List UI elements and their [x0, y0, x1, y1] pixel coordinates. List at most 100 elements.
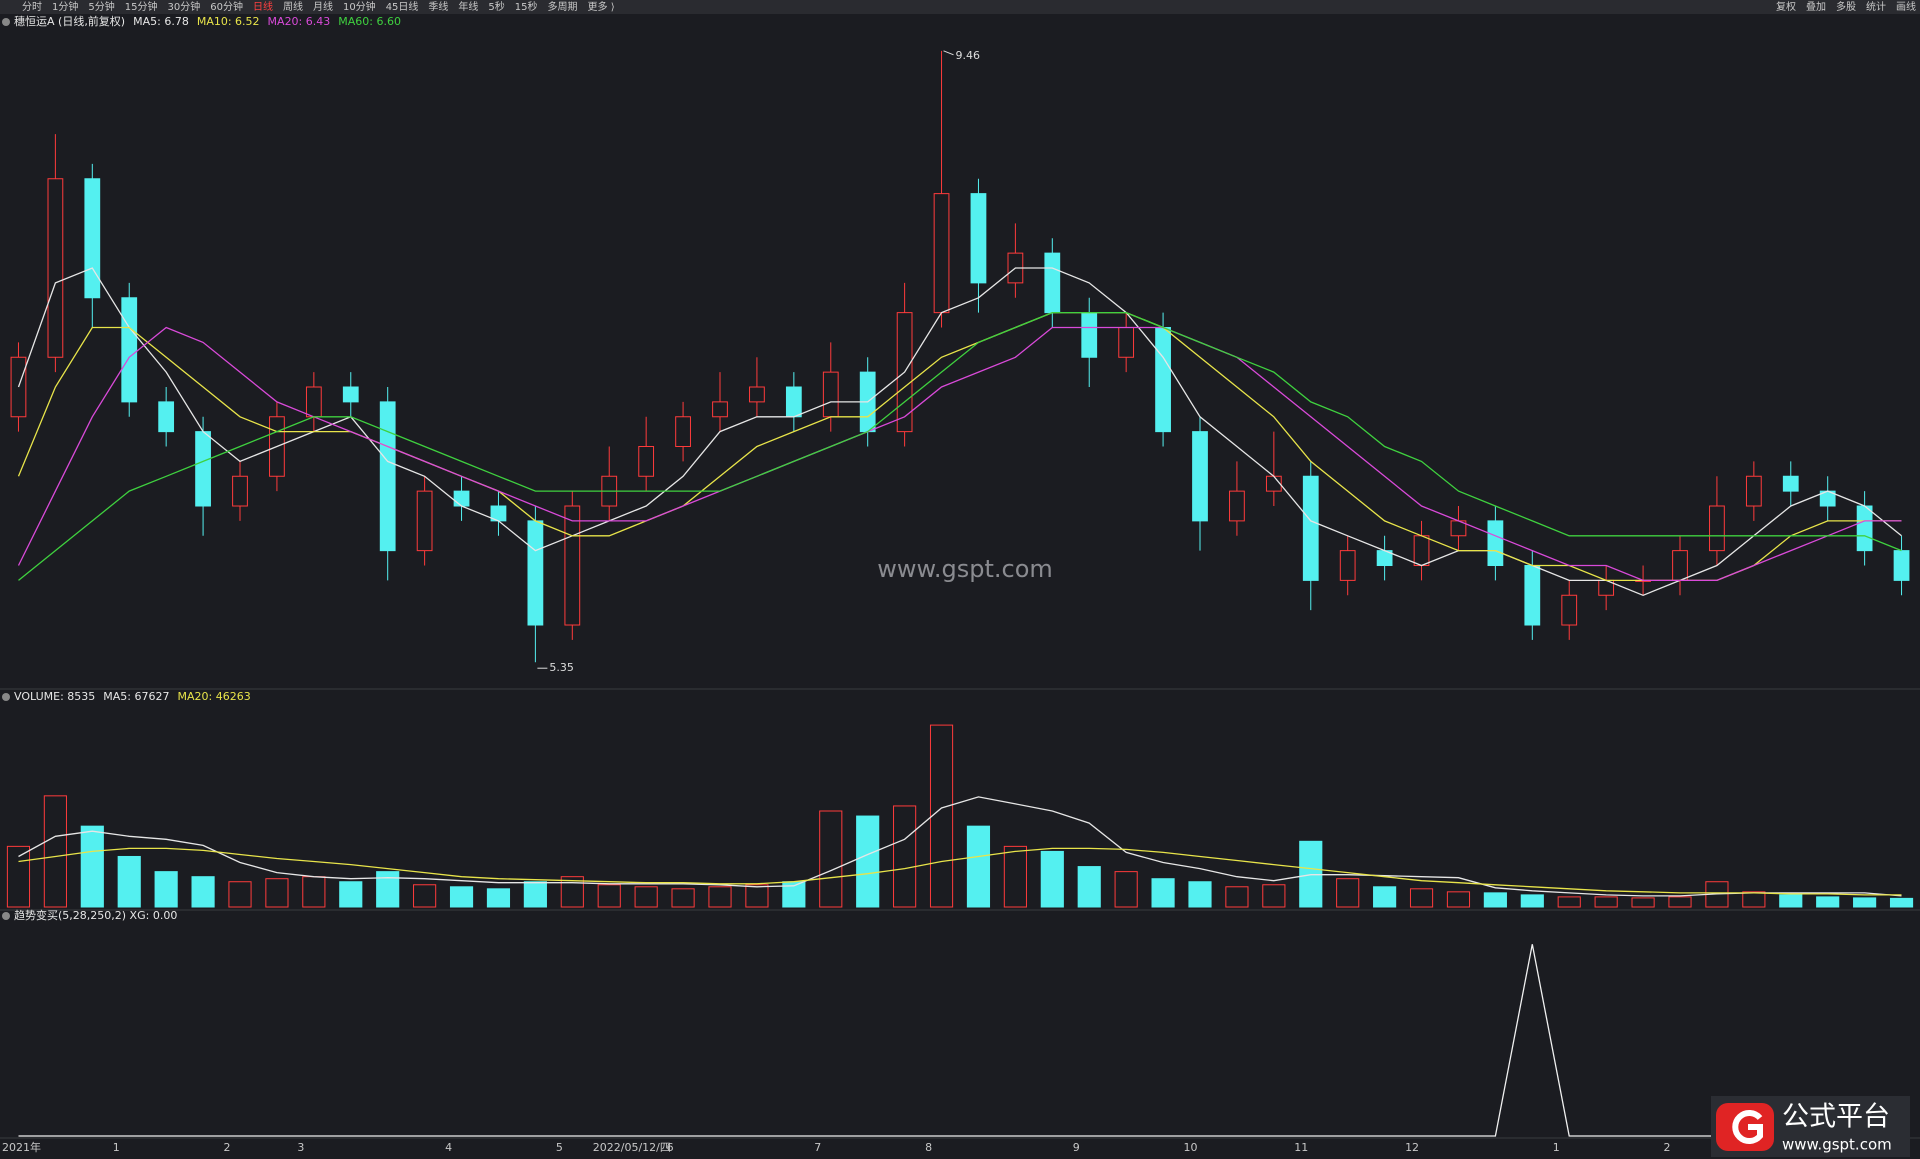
volume-bar [1483, 892, 1507, 908]
volume-bar [523, 881, 547, 908]
logo-glyph [1732, 1110, 1763, 1144]
candle-body [121, 297, 138, 403]
toolbar-item[interactable]: 年线 [458, 0, 478, 13]
toolbar-item[interactable]: 月线 [313, 0, 333, 13]
volume-bar [1446, 891, 1471, 908]
x-tick-label: 1 [1553, 1141, 1560, 1154]
candle-body [158, 401, 175, 433]
legend-entry: MA5: 6.78 [133, 15, 189, 28]
candle-body [822, 371, 839, 418]
volume-bar [1779, 894, 1803, 908]
volume-bar [1631, 897, 1655, 908]
toolbar-item[interactable]: 5分钟 [88, 0, 114, 13]
candle-body [1782, 475, 1799, 492]
toolbar-item[interactable]: 30分钟 [167, 0, 200, 13]
volume-bar [228, 881, 252, 908]
candle-body [1413, 535, 1430, 567]
candle-body [10, 356, 27, 418]
legend-entry: MA20: 6.43 [268, 15, 331, 28]
candle-body [1192, 431, 1208, 522]
toolbar-item[interactable]: 多股 [1836, 0, 1856, 13]
candle-body [416, 490, 433, 552]
x-tick-label: 8 [925, 1141, 932, 1154]
x-tick-label: 2 [1664, 1141, 1671, 1154]
toolbar-item[interactable]: 统计 [1866, 0, 1886, 13]
toolbar-item[interactable]: 5秒 [488, 0, 504, 13]
volume-bar [1262, 884, 1286, 908]
ma-line [17, 326, 1902, 582]
candle-body [84, 178, 101, 299]
candle-body [1487, 520, 1504, 567]
candle-body [1265, 475, 1282, 492]
volume-bar [1188, 881, 1212, 908]
volume-bar [1816, 896, 1840, 908]
toolbar-item[interactable]: 分时 [22, 1, 42, 13]
logo-icon [1716, 1103, 1774, 1151]
x-tick-label: 7 [814, 1141, 821, 1154]
toolbar-item[interactable]: 1分钟 [52, 0, 78, 13]
candle-body [1745, 475, 1762, 507]
toolbar-item[interactable]: 45日线 [386, 0, 419, 13]
candle-body [527, 520, 544, 626]
candle-body [1081, 312, 1098, 358]
volume-bar [708, 886, 732, 908]
volume-bar [929, 724, 954, 908]
panel-icon [2, 18, 10, 26]
volume-bar [1114, 871, 1138, 908]
x-tick-label: 9 [1073, 1141, 1080, 1154]
candle-body [1229, 490, 1245, 522]
x-tick-label: 2021年 [2, 1140, 41, 1154]
candle-body [1524, 565, 1541, 626]
volume-bar [819, 810, 843, 908]
candle-body [47, 178, 64, 358]
panel-title: VOLUME: 8535 [14, 690, 95, 703]
volume-bar [191, 876, 215, 908]
high-annotation: 9.46 [956, 49, 981, 62]
candle-body [1856, 505, 1873, 552]
toolbar-item[interactable]: 60分钟 [210, 0, 243, 13]
toolbar-item[interactable]: 多周期 [548, 0, 578, 13]
toolbar-item[interactable]: 日线 [253, 0, 273, 13]
volume-bar [1040, 850, 1064, 908]
indicator-line [18, 944, 1902, 1137]
logo: 公式平台 www.gspt.com [1711, 1096, 1910, 1157]
candle-body [305, 386, 322, 418]
toolbar-item[interactable]: 复权 [1776, 0, 1796, 13]
toolbar-item[interactable]: 季线 [428, 0, 448, 13]
candle-body [675, 416, 691, 448]
volume-bar [560, 876, 584, 908]
toolbar-item[interactable]: 更多 ⟩ [588, 0, 615, 13]
x-tick-label: 5 [556, 1141, 563, 1154]
volume-bar [1336, 878, 1360, 908]
toolbar-item[interactable]: 15分钟 [125, 0, 158, 13]
toolbar-item[interactable]: 10分钟 [343, 0, 376, 13]
legend-entry: MA60: 6.60 [338, 15, 401, 28]
legend-entry: MA5: 67627 [103, 690, 169, 703]
panel-icon [2, 912, 10, 920]
candle-body [232, 475, 248, 507]
panel-icon [2, 693, 10, 701]
volume-bar [1520, 894, 1544, 908]
volume-bar [856, 815, 880, 908]
volume-bar [265, 878, 289, 908]
volume-bar [1373, 886, 1397, 908]
toolbar-item[interactable]: 叠加 [1806, 1, 1826, 13]
x-tick-label: 2022/05/12/四 [593, 1141, 671, 1154]
candle-body [1561, 594, 1578, 626]
toolbar-item[interactable]: 周线 [283, 0, 303, 13]
volume-bar [1594, 896, 1618, 908]
candle-body [1709, 505, 1725, 552]
candle-body [712, 401, 728, 418]
volume-bar [1225, 886, 1249, 908]
volume-bar [339, 881, 363, 908]
toolbar-item[interactable]: 画线 [1896, 0, 1916, 13]
candle-body [342, 386, 359, 403]
logo-title: 公式平台 [1782, 1102, 1890, 1133]
annotation-arrow [943, 50, 954, 56]
candle-body [564, 505, 581, 626]
x-tick-label: 4 [445, 1141, 452, 1154]
volume-ma-line [18, 796, 1902, 897]
toolbar-item[interactable]: 15秒 [515, 0, 538, 13]
